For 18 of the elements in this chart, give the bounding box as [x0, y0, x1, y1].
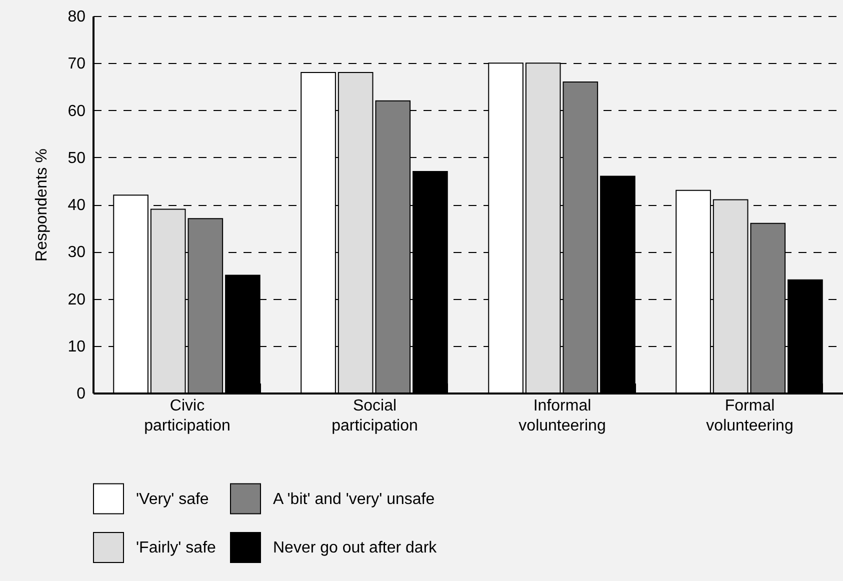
- y-tick-label: 50: [68, 150, 86, 167]
- y-tick-label: 10: [68, 338, 86, 356]
- y-tick-label: 20: [68, 291, 86, 308]
- y-tick-label: 70: [68, 56, 86, 73]
- x-tick-label: Informal volunteering: [518, 398, 606, 434]
- y-tick-label: 0: [76, 386, 86, 402]
- y-axis-title: Respondents %: [34, 148, 51, 262]
- y-tick-label: 80: [68, 8, 86, 26]
- legend-label: Never go out after dark: [273, 540, 438, 556]
- legend-label: 'Very' safe: [136, 490, 209, 508]
- legend-label: 'Fairly' safe: [136, 540, 216, 556]
- x-tick-label: Social participation: [332, 398, 418, 434]
- x-tick-label: Formal volunteering: [706, 398, 794, 434]
- legend-label: A 'bit' and 'very' unsafe: [273, 490, 435, 508]
- y-tick-label: 40: [68, 197, 86, 214]
- y-tick-label: 60: [68, 102, 86, 120]
- x-tick-label: Civic participation: [144, 398, 230, 434]
- y-tick-label: 30: [68, 244, 86, 262]
